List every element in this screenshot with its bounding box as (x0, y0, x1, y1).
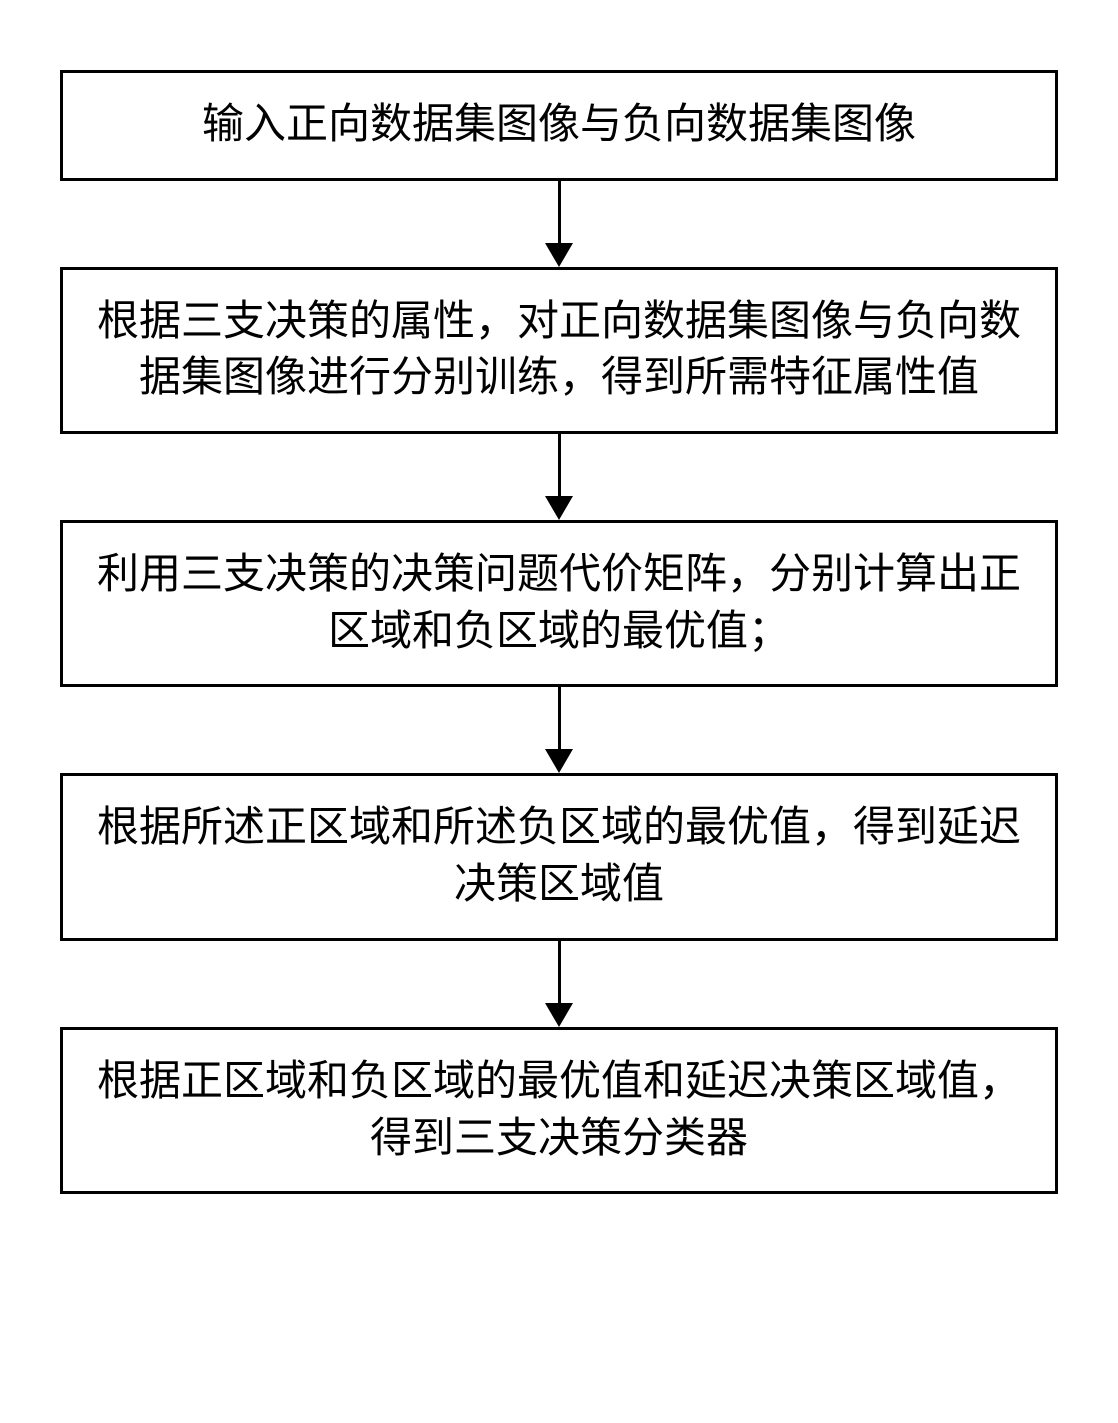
arrow-4 (545, 941, 573, 1027)
arrow-line (558, 941, 561, 1003)
arrow-head-icon (545, 749, 573, 773)
arrow-head-icon (545, 1003, 573, 1027)
node-text: 利用三支决策的决策问题代价矩阵，分别计算出正区域和负区域的最优值； (97, 552, 1021, 655)
node-text: 根据正区域和负区域的最优值和延迟决策区域值，得到三支决策分类器 (97, 1059, 1021, 1162)
node-text: 输入正向数据集图像与负向数据集图像 (202, 102, 916, 148)
arrow-line (558, 434, 561, 496)
arrow-head-icon (545, 243, 573, 267)
arrow-1 (545, 181, 573, 267)
flowchart-container: 输入正向数据集图像与负向数据集图像 根据三支决策的属性，对正向数据集图像与负向数… (60, 70, 1058, 1194)
flowchart-node-step4: 根据所述正区域和所述负区域的最优值，得到延迟决策区域值 (60, 773, 1058, 940)
arrow-3 (545, 687, 573, 773)
flowchart-node-step5: 根据正区域和负区域的最优值和延迟决策区域值，得到三支决策分类器 (60, 1027, 1058, 1194)
arrow-line (558, 181, 561, 243)
node-text: 根据三支决策的属性，对正向数据集图像与负向数据集图像进行分别训练，得到所需特征属… (97, 299, 1021, 402)
arrow-head-icon (545, 496, 573, 520)
flowchart-node-step3: 利用三支决策的决策问题代价矩阵，分别计算出正区域和负区域的最优值； (60, 520, 1058, 687)
arrow-2 (545, 434, 573, 520)
flowchart-node-step2: 根据三支决策的属性，对正向数据集图像与负向数据集图像进行分别训练，得到所需特征属… (60, 267, 1058, 434)
node-text: 根据所述正区域和所述负区域的最优值，得到延迟决策区域值 (97, 805, 1021, 908)
flowchart-node-step1: 输入正向数据集图像与负向数据集图像 (60, 70, 1058, 181)
arrow-line (558, 687, 561, 749)
